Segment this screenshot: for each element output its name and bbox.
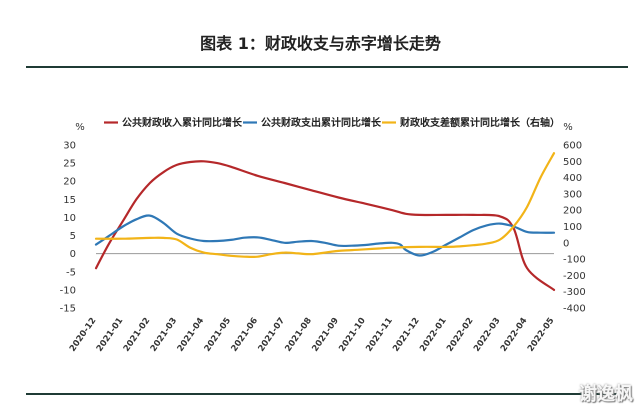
left-axis-unit: % xyxy=(75,122,85,133)
right-axis-unit: % xyxy=(563,122,573,133)
right-tick-label: -100 xyxy=(563,255,586,266)
left-tick-label: 10 xyxy=(63,213,76,224)
right-tick-label: 0 xyxy=(563,238,569,249)
right-tick-label: 200 xyxy=(563,206,582,217)
right-tick-label: -300 xyxy=(563,287,586,298)
legend-label-1: 公共财政收入累计同比增长 xyxy=(122,116,243,129)
left-tick-label: -15 xyxy=(60,304,76,315)
left-tick-label: 30 xyxy=(63,141,76,152)
series-line-3 xyxy=(94,152,556,259)
left-tick-label: 20 xyxy=(63,177,76,188)
chart-title: 图表 1：财政收支与赤字增长走势 xyxy=(200,34,441,53)
legend-label-3: 财政收支差额累计同比增长（右轴） xyxy=(399,116,560,129)
right-tick-label: 500 xyxy=(563,157,582,168)
watermark: 谢逸枫 xyxy=(579,384,633,405)
right-tick-label: -400 xyxy=(563,304,586,315)
right-tick-label: 300 xyxy=(563,189,582,200)
series-line-1 xyxy=(94,160,556,291)
right-tick-label: 100 xyxy=(563,222,582,233)
footer-divider xyxy=(26,393,628,395)
left-tick-label: 25 xyxy=(63,159,76,170)
left-tick-label: 0 xyxy=(70,249,76,260)
series-line-2 xyxy=(94,214,556,257)
x-tick-label: 2022-05 xyxy=(526,316,557,354)
left-tick-label: -5 xyxy=(66,267,76,278)
left-tick-label: -10 xyxy=(60,285,76,296)
left-tick-label: 15 xyxy=(63,195,76,206)
left-tick-label: 5 xyxy=(70,231,76,242)
right-tick-label: 600 xyxy=(563,141,582,152)
legend-label-2: 公共财政支出累计同比增长 xyxy=(261,116,382,129)
title-divider xyxy=(26,66,628,68)
right-tick-label: -200 xyxy=(563,271,586,282)
right-tick-label: 400 xyxy=(563,173,582,184)
